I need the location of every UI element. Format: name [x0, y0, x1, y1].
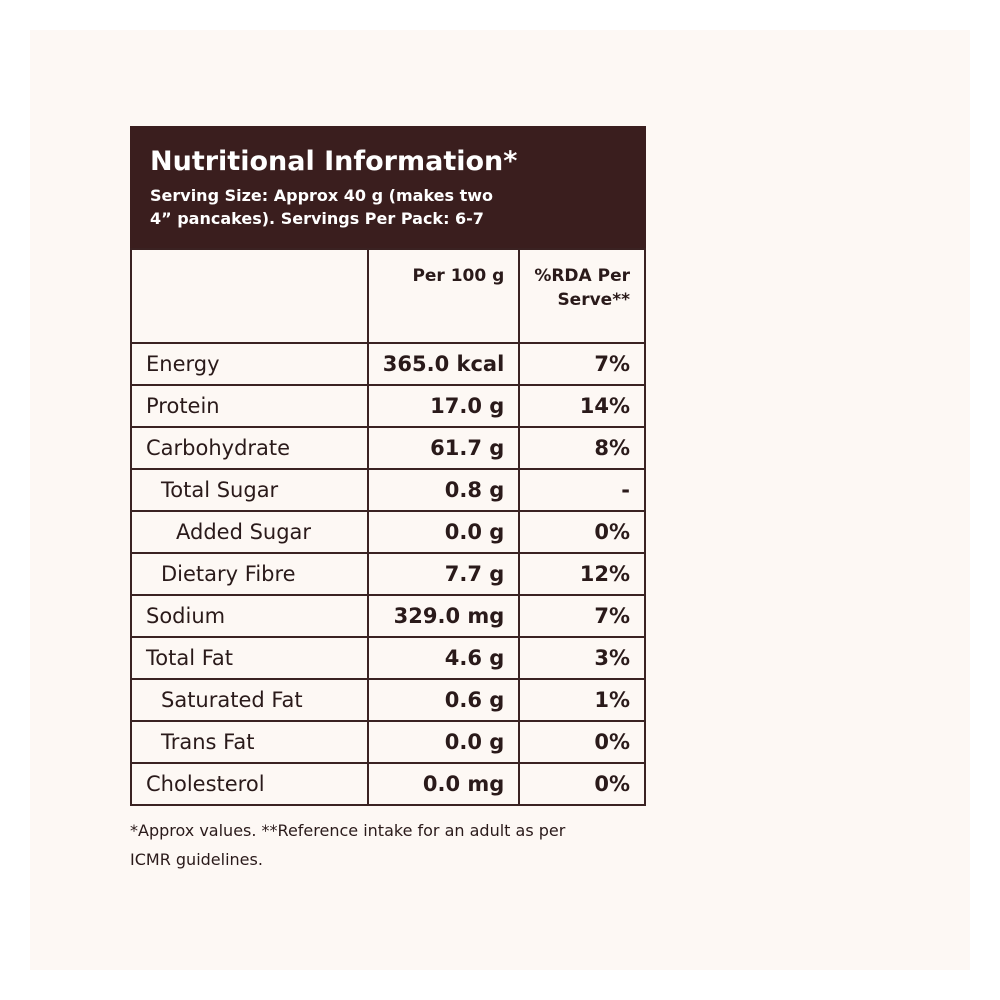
- nutrient-name: Energy: [130, 342, 369, 386]
- amount-cell: 365.0 kcal: [366, 342, 521, 386]
- rda-cell: 0%: [518, 762, 646, 806]
- header-row: Per 100 g %RDA Per Serve**: [130, 248, 646, 344]
- table-row: Total Fat 4.6 g 3%: [130, 636, 646, 680]
- title: Nutritional Information*: [150, 146, 518, 177]
- rda-cell: 14%: [518, 384, 646, 428]
- nutrient-name: Sodium: [130, 594, 369, 638]
- nutrient-name: Total Sugar: [130, 468, 369, 512]
- amount-cell: 4.6 g: [366, 636, 521, 680]
- table-row: Total Sugar 0.8 g-: [130, 468, 646, 512]
- nutrient-name: Added Sugar: [130, 510, 369, 554]
- rda-cell: 3%: [518, 636, 646, 680]
- amount-cell: 0.0 mg: [366, 762, 521, 806]
- label-header: Nutritional Information* Serving Size: A…: [130, 126, 646, 248]
- table-row: Sodium 329.0 mg 7%: [130, 594, 646, 638]
- nutrient-name: Total Fat: [130, 636, 369, 680]
- nutrition-label: Nutritional Information* Serving Size: A…: [130, 126, 646, 874]
- table-row: Trans Fat 0.0 g 0%: [130, 720, 646, 764]
- rda-cell: 8%: [518, 426, 646, 470]
- nutrient-name: Dietary Fibre: [130, 552, 369, 596]
- rda-cell: 1%: [518, 678, 646, 722]
- rda-cell: -: [518, 468, 646, 512]
- amount-cell: 329.0 mg: [366, 594, 521, 638]
- table-row: Cholesterol 0.0 mg 0%: [130, 762, 646, 806]
- rda-cell: 0%: [518, 720, 646, 764]
- footnote-line: ICMR guidelines.: [130, 850, 263, 869]
- amount-cell: 0.0 g: [366, 510, 521, 554]
- column-header: %RDA Per Serve**: [518, 248, 646, 344]
- nutrient-name: Cholesterol: [130, 762, 369, 806]
- nutrient-name: Saturated Fat: [130, 678, 369, 722]
- column-header: Per 100 g: [366, 248, 521, 344]
- table-row: Added Sugar 0.0 g 0%: [130, 510, 646, 554]
- amount-cell: 0.8 g: [366, 468, 521, 512]
- nutrient-name: Carbohydrate: [130, 426, 369, 470]
- amount-cell: 0.0 g: [366, 720, 521, 764]
- footnote: *Approx values. **Reference intake for a…: [130, 816, 646, 874]
- rda-cell: 12%: [518, 552, 646, 596]
- table-row: Dietary Fibre 7.7 g 12%: [130, 552, 646, 596]
- subtitle: Serving Size: Approx 40 g (makes two: [150, 186, 494, 205]
- amount-cell: 7.7 g: [366, 552, 521, 596]
- nutrition-table: Per 100 g %RDA Per Serve** Energy 365.0 k…: [130, 248, 646, 806]
- amount-cell: 0.6 g: [366, 678, 521, 722]
- footnote-line: *Approx values. **Reference intake for a…: [130, 821, 566, 840]
- rda-cell: 0%: [518, 510, 646, 554]
- table-row: Carbohydrate 61.7 g 8%: [130, 426, 646, 470]
- column-header: [130, 248, 369, 344]
- table-body: Per 100 g %RDA Per Serve** Energy 365.0 k…: [130, 248, 646, 806]
- nutrient-name: Protein: [130, 384, 369, 428]
- background-panel: Nutritional Information* Serving Size: A…: [30, 30, 970, 970]
- table-row: Saturated Fat 0.6 g 1%: [130, 678, 646, 722]
- nutrient-name: Trans Fat: [130, 720, 369, 764]
- table-row: Energy 365.0 kcal 7%: [130, 342, 646, 386]
- rda-cell: 7%: [518, 342, 646, 386]
- table-row: Protein 17.0 g 14%: [130, 384, 646, 428]
- rda-cell: 7%: [518, 594, 646, 638]
- subtitle: 4” pancakes). Servings Per Pack: 6-7: [150, 209, 484, 228]
- amount-cell: 61.7 g: [366, 426, 521, 470]
- amount-cell: 17.0 g: [366, 384, 521, 428]
